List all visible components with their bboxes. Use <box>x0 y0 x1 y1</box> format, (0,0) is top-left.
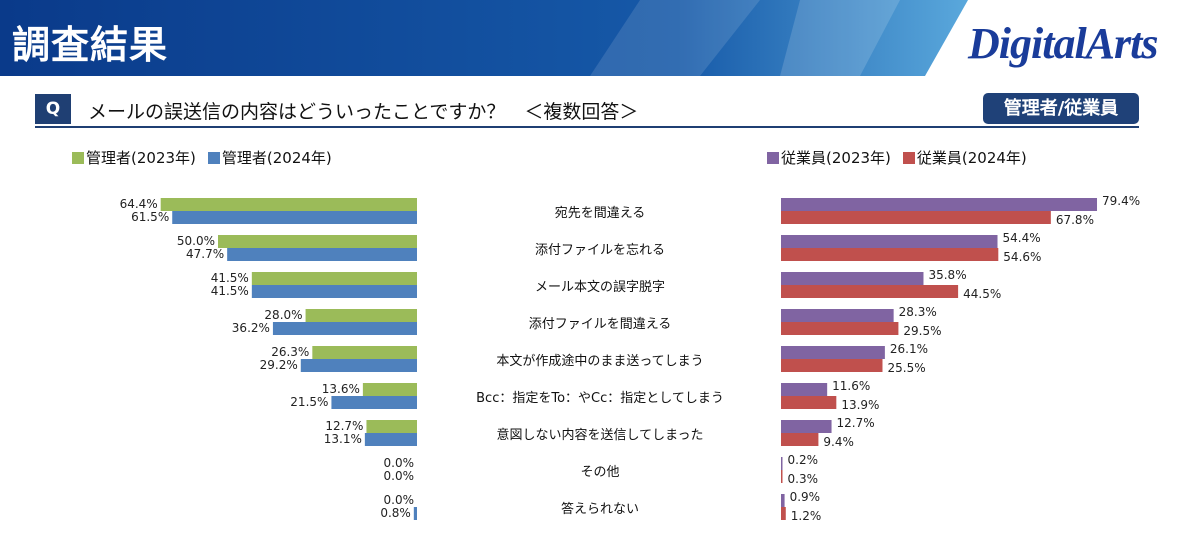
bar-admin-2024 <box>300 359 417 372</box>
legend-left: 管理者(2023年) 管理者(2024年) <box>72 147 332 168</box>
bar-admin-2024 <box>331 396 417 409</box>
data-label: 13.1% <box>324 432 362 446</box>
category-label: 答えられない <box>561 501 639 517</box>
bar-admin-2023 <box>305 309 417 322</box>
bar-emp-2023 <box>781 272 924 285</box>
bar-emp-2023 <box>781 309 894 322</box>
digitalarts-logo: DigitalArts <box>968 19 1158 68</box>
bar-admin-2023 <box>218 235 417 248</box>
bar-emp-2024 <box>781 359 883 372</box>
divider <box>35 126 1139 128</box>
data-label: 26.3% <box>271 345 309 359</box>
data-label: 25.5% <box>887 361 925 375</box>
data-label: 36.2% <box>232 321 270 335</box>
legend-item-admin-2024: 管理者(2024年) <box>207 147 332 168</box>
data-label: 54.4% <box>1003 231 1041 245</box>
data-label: 29.5% <box>903 324 941 338</box>
bar-emp-2023 <box>781 198 1098 211</box>
data-label: 35.8% <box>928 268 966 282</box>
data-label: 67.8% <box>1056 213 1094 227</box>
bar-admin-2024 <box>364 433 417 446</box>
bar-emp-2023 <box>781 383 828 396</box>
legend-label: 従業員(2023年) <box>781 149 891 167</box>
data-label: 13.6% <box>322 382 360 396</box>
data-label: 21.5% <box>290 395 328 409</box>
data-label: 54.6% <box>1003 250 1041 264</box>
legend-label: 従業員(2024年) <box>916 149 1027 167</box>
legend-right: 従業員(2023年) 従業員(2024年) <box>767 147 1027 168</box>
data-label: 11.6% <box>832 379 870 393</box>
data-label: 41.5% <box>211 271 249 285</box>
category-label: Bcc：指定をTo：やCc：指定としてしまう <box>476 391 724 406</box>
bar-admin-2023 <box>362 383 417 396</box>
legend-item-admin-2023: 管理者(2023年) <box>72 147 196 168</box>
bar-admin-2023 <box>366 420 417 433</box>
role-badge: 管理者/従業員 <box>983 93 1139 124</box>
data-label: 12.7% <box>325 419 363 433</box>
page-title: 調査結果 <box>12 23 169 67</box>
data-label: 79.4% <box>1102 194 1140 208</box>
data-label: 9.4% <box>823 435 854 449</box>
bar-emp-2023 <box>781 457 783 470</box>
data-label: 0.9% <box>790 490 821 504</box>
legend-item-emp-2024: 従業員(2024年) <box>902 147 1027 168</box>
data-label: 0.2% <box>788 453 819 467</box>
bar-admin-2023 <box>251 272 417 285</box>
bar-emp-2023 <box>781 235 998 248</box>
data-label: 28.0% <box>264 308 302 322</box>
bar-admin-2024 <box>251 285 417 298</box>
bar-emp-2024 <box>781 322 899 335</box>
bar-admin-2024 <box>172 211 417 224</box>
data-label: 0.3% <box>788 472 819 486</box>
bar-emp-2024 <box>781 248 999 261</box>
category-label: 添付ファイルを忘れる <box>535 243 665 258</box>
legend-label: 管理者(2024年) <box>221 149 332 167</box>
question-text: メールの誤送信の内容はどういったことですか？ ＜複数回答＞ <box>88 101 639 123</box>
bar-admin-2023 <box>160 198 418 211</box>
bar-emp-2024 <box>781 507 786 520</box>
legend-label: 管理者(2023年) <box>86 149 196 167</box>
category-label: その他 <box>580 465 619 480</box>
data-label: 1.2% <box>791 509 822 523</box>
bar-emp-2023 <box>781 346 885 359</box>
data-label: 0.0% <box>384 469 415 483</box>
data-label: 0.8% <box>380 506 411 520</box>
data-label: 0.0% <box>384 493 415 507</box>
data-label: 50.0% <box>177 234 215 248</box>
data-label: 12.7% <box>837 416 875 430</box>
data-label: 26.1% <box>890 342 928 356</box>
bar-emp-2023 <box>781 494 785 507</box>
legend-item-emp-2023: 従業員(2023年) <box>767 147 891 168</box>
bar-admin-2023 <box>312 346 417 359</box>
bar-emp-2023 <box>781 420 832 433</box>
bar-emp-2024 <box>781 211 1051 224</box>
data-label: 28.3% <box>899 305 937 319</box>
data-label: 13.9% <box>841 398 879 412</box>
data-label: 29.2% <box>260 358 298 372</box>
header-banner: 調査結果 DigitalArts <box>0 0 1200 76</box>
category-label: 宛先を間違える <box>555 206 646 221</box>
category-label: メール本文の誤字脱字 <box>535 279 665 295</box>
bar-emp-2024 <box>781 470 783 483</box>
category-label: 添付ファイルを間違える <box>529 317 672 332</box>
bar-emp-2024 <box>781 396 837 409</box>
bar-admin-2024 <box>227 248 417 261</box>
bar-emp-2024 <box>781 433 819 446</box>
data-label: 41.5% <box>211 284 249 298</box>
category-label: 本文が作成途中のまま送ってしまう <box>496 353 703 369</box>
bar-emp-2024 <box>781 285 959 298</box>
category-label: 意図しない内容を送信してしまった <box>496 427 703 443</box>
bar-admin-2024 <box>413 507 417 520</box>
question-badge: Q <box>35 94 71 124</box>
data-label: 47.7% <box>186 247 224 261</box>
data-label: 0.0% <box>384 456 415 470</box>
bar-admin-2024 <box>272 322 417 335</box>
data-label: 64.4% <box>120 197 158 211</box>
data-label: 44.5% <box>963 287 1001 301</box>
data-label: 61.5% <box>131 210 169 224</box>
